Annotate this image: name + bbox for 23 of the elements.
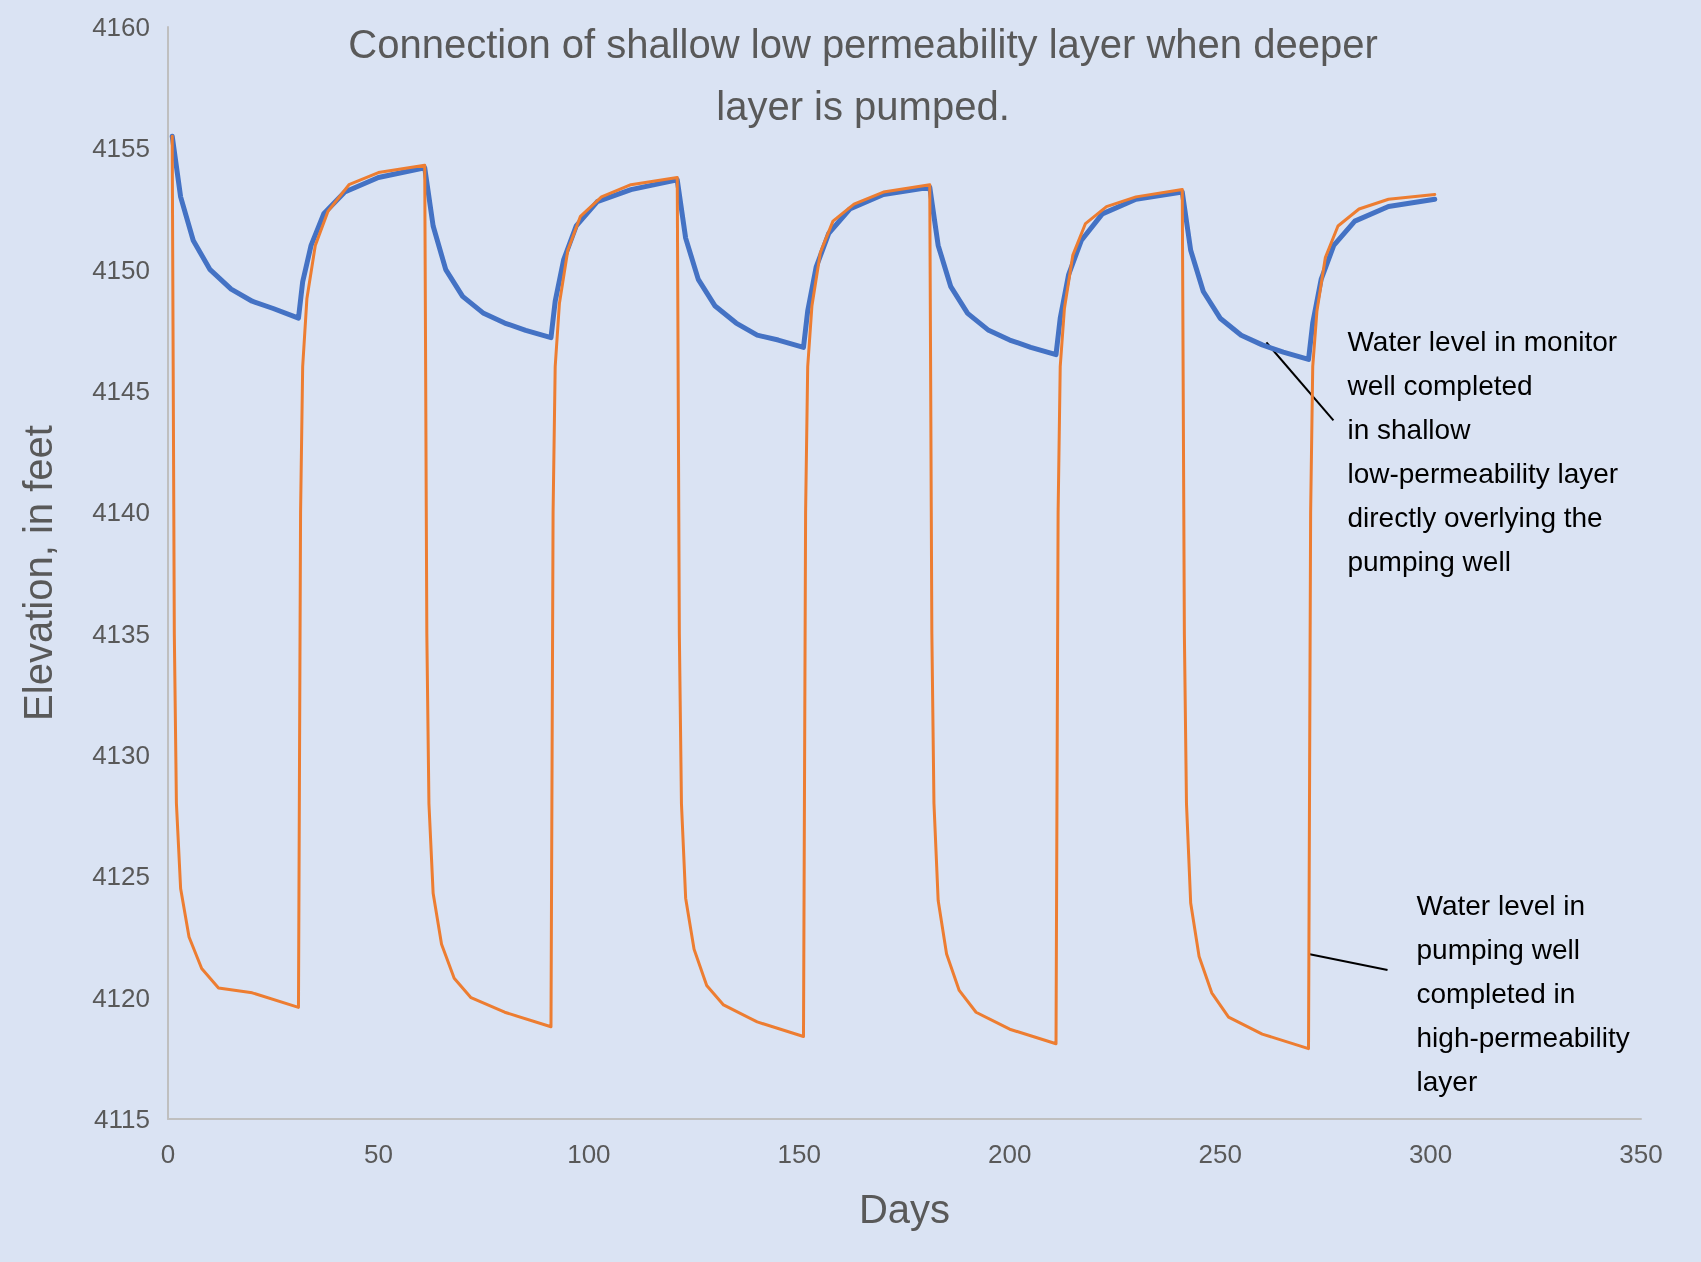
y-tick-label: 4130 xyxy=(92,740,150,770)
x-tick-label: 250 xyxy=(1198,1139,1242,1169)
x-tick-label: 50 xyxy=(363,1139,393,1169)
y-tick-label: 4160 xyxy=(92,12,150,42)
text: Connection of shallow low permeability layer when deeper layer is pumped. xyxy=(348,22,1378,128)
y-tick-label: 4135 xyxy=(92,618,150,649)
y-tick-label: 4155 xyxy=(92,133,150,164)
y-tick-label: 4125 xyxy=(92,861,150,892)
y-tick-label: 4150 xyxy=(92,254,150,285)
y-tick-label: 4115 xyxy=(94,1104,150,1134)
x-tick-label: 300 xyxy=(1408,1139,1453,1169)
y-tick-label: 4120 xyxy=(92,982,150,1013)
x-tick-label: 200 xyxy=(988,1139,1032,1169)
y-axis-title: Elevation, in feet xyxy=(16,425,60,721)
annotation: Water level in pumping well completed in high-permeability layer xyxy=(1416,890,1630,1098)
x-tick-label: 350 xyxy=(1619,1139,1663,1169)
y-tick-label: 4145 xyxy=(92,376,150,406)
annotation: Water level in monitor well completed in shallow low-permeability layer directly overlying the pumping well xyxy=(1346,325,1619,577)
x-axis-title: Days xyxy=(858,1187,951,1231)
x-tick-label: 100 xyxy=(567,1139,611,1169)
x-tick-label: 150 xyxy=(777,1139,821,1169)
x-tick-label: 0 xyxy=(160,1139,176,1169)
y-tick-label: 4140 xyxy=(92,497,150,528)
